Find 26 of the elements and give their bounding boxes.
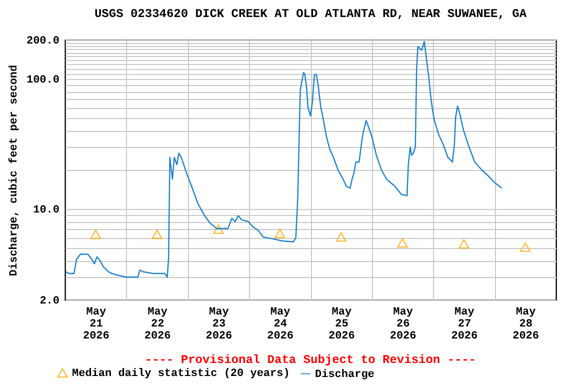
point [336,232,347,242]
y-tick-label: 200.0 [26,36,60,48]
x-tick-label: May 24 2026 [267,306,294,342]
point [397,238,408,248]
legend-label: Median daily statistic (20 years) [72,368,290,380]
y-tick-label: 10.0 [33,204,60,217]
point [213,224,224,234]
point [458,239,470,249]
x-tick-label: May 27 2026 [451,306,478,342]
x-tick-label: May 25 2026 [328,306,355,342]
text: ---- Provisional Data Subject to Revision ---- [144,353,476,367]
y-tick-label: 2.0 [40,296,60,308]
point [90,230,102,240]
y-axis-title: Discharge, cubic feet per second [7,64,20,276]
point [152,230,162,240]
x-tick-label: May 21 2026 [82,306,110,342]
x-tick-label: May 26 2026 [390,306,416,342]
point [520,242,531,252]
y-tick-label: 100.0 [26,74,60,87]
x-tick-label: May 23 2026 [206,306,232,342]
legend-label: Discharge [315,368,375,381]
point [274,228,286,238]
x-tick-label: May 22 2026 [144,306,171,342]
x-tick-label: May 28 2026 [512,306,540,342]
line-series [65,41,502,278]
chart-title: USGS 02334620 DICK CREEK AT OLD ATLANTA RD, NEAR SUWANEE, GA [94,7,528,21]
